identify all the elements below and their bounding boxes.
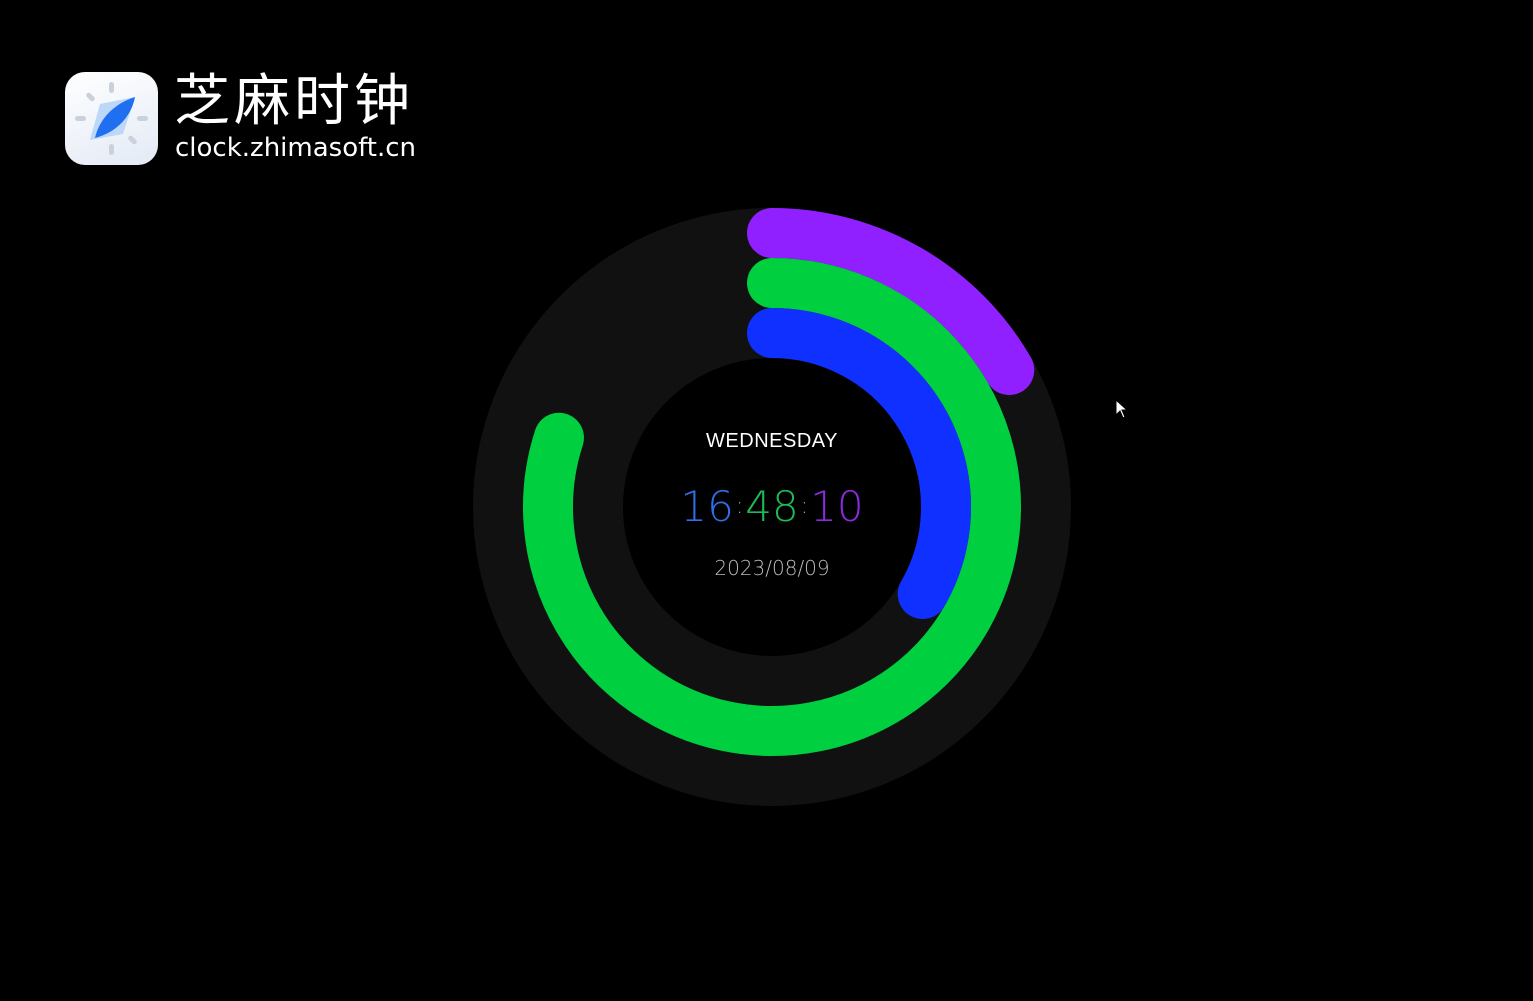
date-label: 2023/08/09 bbox=[714, 556, 830, 580]
compass-icon bbox=[75, 82, 148, 155]
hours-arc bbox=[747, 308, 971, 619]
brand-title: 芝麻时钟 bbox=[174, 69, 414, 134]
brand-url[interactable]: clock.zhimasoft.cn bbox=[175, 133, 417, 163]
minutes-text: 48 bbox=[745, 482, 799, 531]
time-separator: : bbox=[800, 494, 809, 519]
time-separator: : bbox=[735, 494, 744, 519]
minutes-arc bbox=[523, 258, 1021, 756]
weekday-label: WEDNESDAY bbox=[706, 430, 838, 452]
app-logo bbox=[65, 72, 158, 165]
mouse-cursor-icon bbox=[1115, 399, 1129, 419]
seconds-arc bbox=[747, 208, 1035, 395]
time-display: 16:48:10 bbox=[622, 482, 922, 531]
hours-text: 16 bbox=[680, 482, 734, 531]
seconds-text: 10 bbox=[810, 482, 864, 531]
